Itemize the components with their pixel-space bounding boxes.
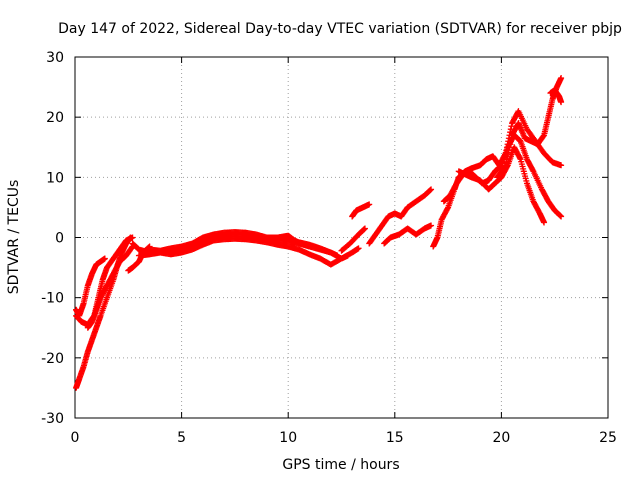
x-tick-label: 5 (177, 430, 186, 446)
series-track-16 (455, 144, 548, 226)
data-point (129, 234, 136, 241)
series-track-10 (338, 225, 368, 254)
y-tick-label: 10 (46, 170, 64, 186)
y-axis-label: SDTVAR / TECUs (6, 180, 22, 295)
data-point (541, 219, 548, 226)
data-point (558, 75, 565, 82)
x-tick-label: 15 (386, 430, 404, 446)
data-point (428, 186, 435, 193)
series-track-12 (366, 186, 435, 247)
data-point (306, 243, 313, 250)
y-tick-label: -30 (41, 411, 64, 427)
y-tick-label: 30 (46, 50, 64, 66)
x-tick-label: 20 (492, 430, 510, 446)
x-tick-label: 10 (279, 430, 297, 446)
data-points (73, 75, 565, 391)
plot-frame (74, 56, 609, 419)
x-tick-labels: 0 5 10 15 20 25 (71, 430, 617, 446)
axis-ticks (74, 56, 609, 419)
series-track-3 (73, 255, 108, 319)
x-tick-label: 0 (71, 430, 80, 446)
data-point (101, 255, 108, 262)
y-tick-label: 0 (55, 231, 64, 247)
series-track-4 (84, 243, 136, 331)
data-point (355, 245, 362, 252)
data-point (501, 163, 508, 170)
series-track-13 (381, 222, 435, 247)
data-point (361, 225, 368, 232)
series-track-9 (263, 232, 313, 250)
series-track-11 (349, 201, 373, 220)
grid (75, 57, 608, 418)
data-point (558, 162, 565, 169)
x-tick-label: 25 (599, 430, 617, 446)
y-tick-label: -10 (41, 291, 64, 307)
x-axis-label: GPS time / hours (282, 457, 399, 473)
data-point (558, 213, 565, 220)
chart-title: Day 147 of 2022, Sidereal Day-to-day VTE… (58, 21, 622, 37)
y-tick-label: 20 (46, 110, 64, 126)
data-point (146, 243, 153, 250)
y-tick-label: -20 (41, 351, 64, 367)
data-point (428, 222, 435, 229)
series-track-8 (125, 243, 153, 274)
data-point (558, 99, 565, 106)
y-tick-labels: -30 -20 -10 0 10 20 30 (41, 50, 64, 427)
series-track-7 (146, 229, 362, 262)
series-track-18 (547, 87, 565, 106)
data-point (366, 201, 373, 208)
